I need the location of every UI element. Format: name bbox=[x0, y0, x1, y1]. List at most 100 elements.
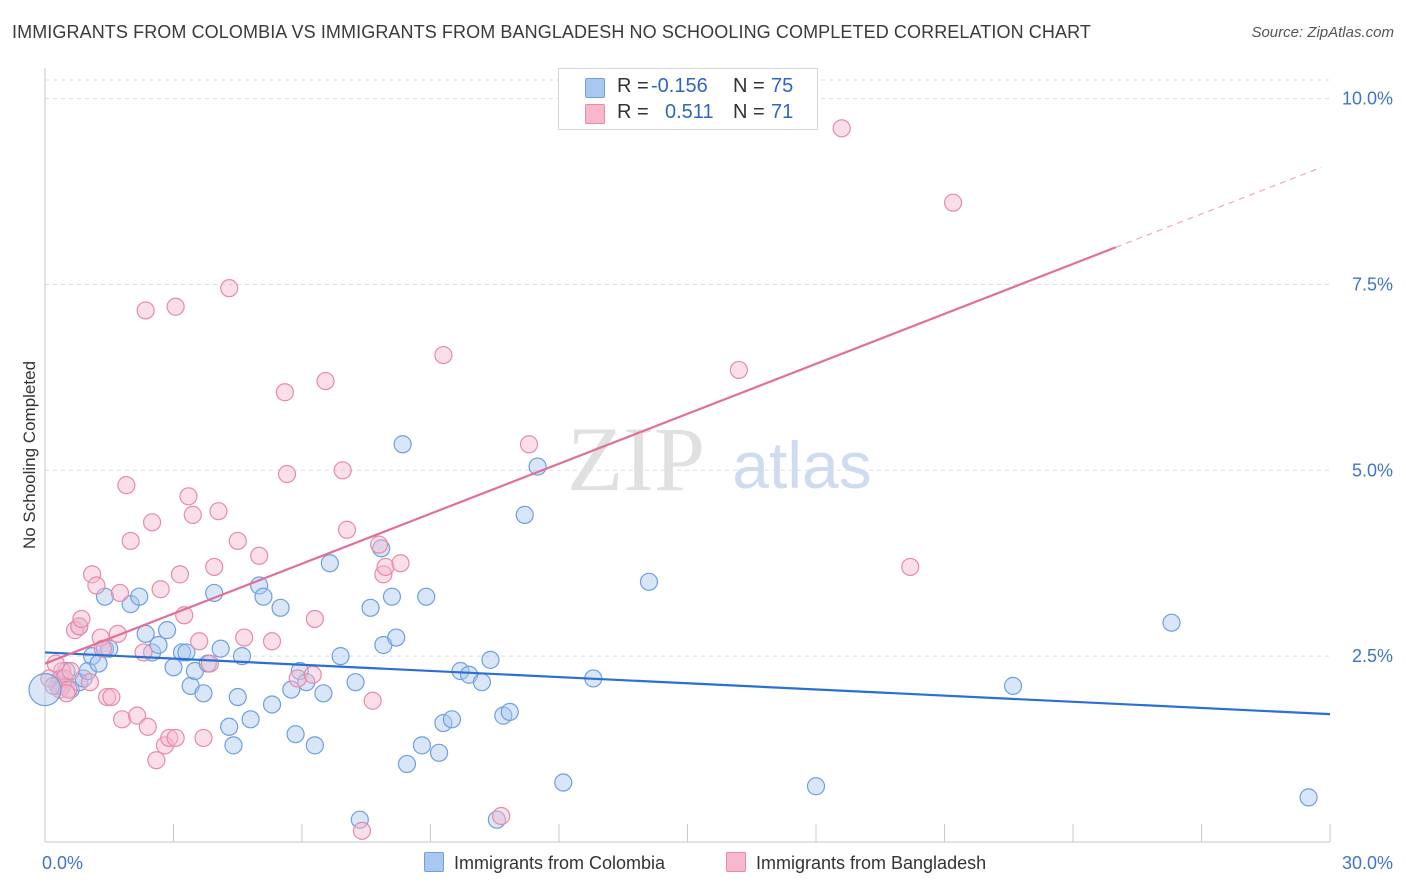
colombia-point bbox=[350, 810, 369, 829]
bangladesh-point bbox=[127, 706, 147, 725]
bangladesh-point bbox=[87, 576, 106, 595]
watermark-zip: ZIP bbox=[567, 408, 705, 510]
bangladesh-point bbox=[170, 565, 190, 584]
colombia-point bbox=[1003, 676, 1023, 695]
tick-labels: 2.5% 5.0% 7.5% 10.0% 0.0% 30.0% bbox=[42, 89, 1393, 873]
bangladesh-trend-line bbox=[44, 246, 1117, 665]
y-axis-title: No Schooling Completed bbox=[20, 360, 39, 550]
colombia-point bbox=[397, 754, 417, 774]
x-tick-label: 30.0% bbox=[1342, 853, 1393, 873]
pink-swatch-icon bbox=[726, 852, 746, 872]
colombia-point bbox=[806, 777, 826, 796]
bangladesh-point bbox=[337, 520, 357, 539]
bangladesh-point bbox=[183, 505, 202, 524]
bangladesh-point bbox=[205, 557, 224, 577]
colombia-point bbox=[228, 687, 247, 707]
legend-label: Immigrants from Bangladesh bbox=[756, 853, 987, 873]
chart-title: IMMIGRANTS FROM COLOMBIA VS IMMIGRANTS F… bbox=[12, 22, 1091, 42]
bangladesh-point bbox=[147, 751, 166, 770]
colombia-trend-line bbox=[44, 651, 1331, 716]
bangladesh-point bbox=[166, 728, 185, 748]
n-label: N = bbox=[733, 101, 765, 123]
bangladesh-point bbox=[166, 297, 185, 316]
watermark-atlas: atlas bbox=[732, 428, 871, 502]
colombia-point bbox=[515, 505, 534, 524]
colombia-point bbox=[382, 587, 402, 606]
bangladesh-point bbox=[61, 661, 80, 681]
bangladesh-trend-extension bbox=[1115, 166, 1322, 248]
colombia-point bbox=[194, 684, 213, 703]
colombia-point bbox=[130, 587, 149, 606]
colombia-point bbox=[331, 647, 350, 666]
bangladesh-point bbox=[136, 301, 155, 320]
blue-swatch-icon bbox=[585, 78, 605, 98]
bangladesh-point bbox=[376, 557, 395, 577]
colombia-point bbox=[262, 695, 282, 714]
colombia-point bbox=[211, 639, 230, 658]
bangladesh-point bbox=[832, 119, 851, 138]
r-label: R = bbox=[617, 101, 649, 123]
colombia-point bbox=[639, 572, 659, 591]
colombia-point bbox=[286, 725, 305, 744]
r-label: R = bbox=[617, 75, 649, 97]
colombia-point bbox=[254, 587, 273, 606]
bangladesh-point bbox=[303, 665, 322, 684]
trend-lines bbox=[44, 166, 1331, 716]
bangladesh-point bbox=[374, 565, 393, 584]
legend-item-bangladesh[interactable]: Immigrants from Bangladesh bbox=[726, 852, 986, 876]
n-value: 71 bbox=[771, 101, 794, 123]
bangladesh-point bbox=[190, 632, 209, 651]
bangladesh-point bbox=[142, 513, 162, 532]
bangladesh-point bbox=[83, 565, 102, 584]
colombia-point bbox=[320, 554, 339, 573]
colombia-point bbox=[220, 717, 239, 736]
colombia-point bbox=[481, 650, 500, 669]
colombia-point bbox=[282, 680, 301, 699]
bangladesh-point bbox=[288, 669, 307, 688]
colombia-point bbox=[57, 661, 76, 681]
bangladesh-point bbox=[250, 546, 269, 565]
bangladesh-point bbox=[305, 609, 324, 629]
colombia-point bbox=[177, 643, 196, 662]
bangladesh-point bbox=[80, 673, 100, 692]
colombia-point bbox=[314, 684, 333, 703]
colombia-point bbox=[429, 743, 449, 762]
legend-item-colombia[interactable]: Immigrants from Colombia bbox=[424, 852, 665, 876]
colombia-point bbox=[393, 435, 412, 454]
bangladesh-point bbox=[179, 487, 198, 506]
colombia-point bbox=[157, 621, 177, 640]
bangladesh-point bbox=[112, 710, 132, 729]
colombia-point bbox=[149, 635, 168, 655]
colombia-point bbox=[346, 673, 365, 692]
bangladesh-point bbox=[98, 687, 117, 707]
gridlines bbox=[45, 79, 1330, 657]
colombia-point bbox=[232, 647, 252, 666]
x-tick-label: 0.0% bbox=[42, 853, 83, 873]
bangladesh-point bbox=[434, 345, 453, 365]
colombia-point bbox=[305, 736, 324, 755]
axes bbox=[44, 68, 1331, 843]
data-points bbox=[28, 119, 1318, 840]
colombia-point bbox=[417, 587, 436, 606]
colombia-point bbox=[442, 710, 462, 729]
legend-label: Immigrants from Colombia bbox=[454, 853, 666, 873]
bangladesh-point bbox=[209, 502, 228, 521]
y-tick-label: 10.0% bbox=[1342, 89, 1393, 109]
bangladesh-point bbox=[901, 557, 920, 577]
bangladesh-point bbox=[200, 654, 220, 673]
colombia-point bbox=[412, 736, 432, 755]
bangladesh-point bbox=[352, 821, 372, 840]
bangladesh-point bbox=[729, 360, 749, 380]
colombia-point bbox=[554, 773, 573, 792]
y-tick-label: 5.0% bbox=[1352, 460, 1393, 480]
bangladesh-point bbox=[391, 554, 410, 573]
colombia-point bbox=[472, 673, 491, 692]
n-value: 75 bbox=[771, 75, 794, 97]
bangladesh-point bbox=[262, 632, 282, 651]
bangladesh-point bbox=[110, 583, 130, 603]
colombia-point bbox=[387, 628, 406, 647]
bangladesh-point bbox=[277, 464, 297, 484]
bangladesh-point bbox=[194, 728, 213, 748]
pink-swatch-icon bbox=[585, 104, 605, 124]
